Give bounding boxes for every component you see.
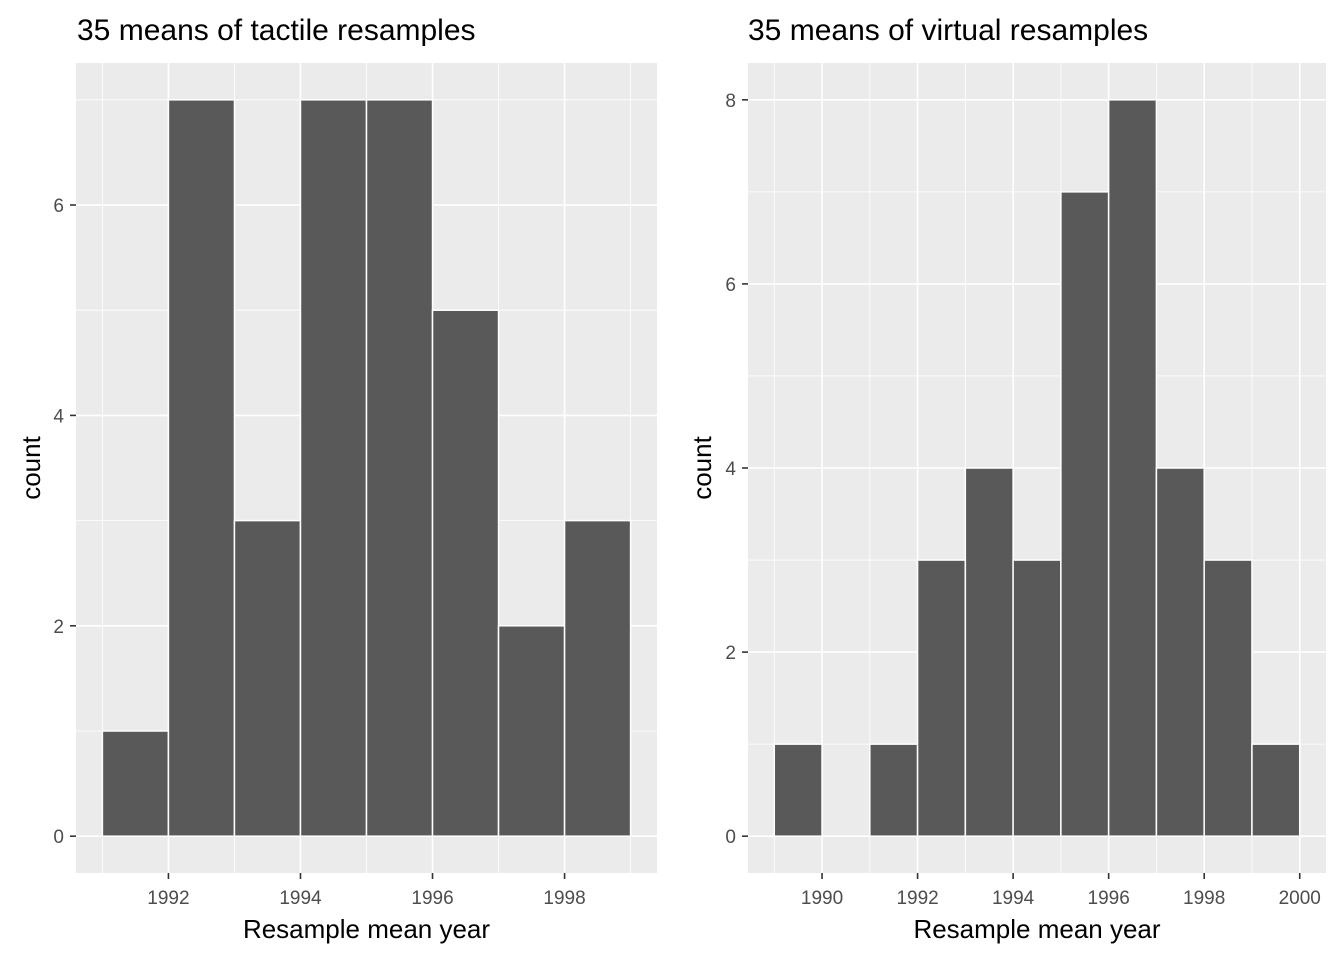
chart-title-virtual: 35 means of virtual resamples — [748, 14, 1148, 47]
x-tick-label-virtual: 1994 — [992, 888, 1035, 909]
y-tick-label-virtual: 2 — [725, 643, 736, 664]
histogram-bar-virtual-8 — [1155, 467, 1205, 837]
y-axis-title-virtual: count — [687, 435, 717, 499]
histogram-bar-virtual-7 — [1107, 99, 1158, 837]
histogram-bar-virtual-10 — [1251, 743, 1301, 837]
y-tick-label-tactile: 6 — [53, 196, 64, 217]
histogram-bar-virtual-0 — [773, 743, 823, 837]
bars-virtual — [773, 99, 1301, 837]
histogram-bar-virtual-2 — [869, 743, 919, 837]
histogram-bar-tactile-0 — [101, 730, 170, 837]
x-tick-label-virtual: 1992 — [896, 888, 938, 909]
panel-tactile: 35 means of tactile resamples 1992 1994 19… — [16, 14, 657, 944]
histogram-bar-tactile-1 — [167, 99, 236, 837]
y-tick-label-tactile: 2 — [53, 617, 64, 638]
histogram-bar-virtual-9 — [1203, 559, 1253, 837]
x-axis-title-virtual: Resample mean year — [913, 914, 1160, 944]
y-tick-label-virtual: 8 — [725, 91, 736, 112]
x-tick-label-virtual: 2000 — [1279, 888, 1321, 909]
histogram-bar-tactile-5 — [431, 309, 500, 837]
x-tick-label-virtual: 1998 — [1183, 888, 1225, 909]
x-axis-title-tactile: Resample mean year — [243, 914, 490, 944]
histogram-bar-tactile-6 — [497, 625, 566, 837]
histogram-bar-tactile-7 — [563, 519, 632, 837]
y-tick-label-tactile: 4 — [53, 406, 64, 427]
x-tick-label-tactile: 1996 — [411, 888, 453, 909]
x-tick-label-virtual: 1996 — [1088, 888, 1130, 909]
panel-virtual: 35 means of virtual resamples 1990 1992 19… — [687, 14, 1326, 944]
histogram-bar-tactile-3 — [299, 99, 368, 837]
bars-tactile — [101, 99, 632, 837]
x-tick-label-tactile: 1992 — [147, 888, 189, 909]
x-tick-label-virtual: 1990 — [801, 888, 843, 909]
y-axis-title-tactile: count — [16, 435, 46, 499]
histogram-bar-virtual-5 — [1012, 559, 1062, 837]
x-tick-label-tactile: 1998 — [543, 888, 585, 909]
histogram-bar-tactile-2 — [233, 519, 302, 837]
y-tick-label-virtual: 0 — [725, 827, 736, 848]
histogram-bar-virtual-3 — [916, 559, 967, 837]
y-tick-label-tactile: 0 — [53, 827, 64, 848]
y-tick-label-virtual: 6 — [725, 275, 736, 296]
histogram-bar-virtual-4 — [964, 467, 1014, 837]
histogram-bar-tactile-4 — [365, 99, 434, 837]
axes-virtual: 1990 1992 1994 1996 1998 2000 0 2 4 6 8 — [725, 91, 1320, 909]
chart-title-tactile: 35 means of tactile resamples — [77, 14, 476, 47]
y-tick-label-virtual: 4 — [725, 459, 736, 480]
axes-tactile: 1992 1994 1996 1998 0 2 4 6 — [53, 196, 585, 909]
histogram-bar-virtual-6 — [1060, 191, 1110, 837]
x-tick-label-tactile: 1994 — [279, 888, 322, 909]
